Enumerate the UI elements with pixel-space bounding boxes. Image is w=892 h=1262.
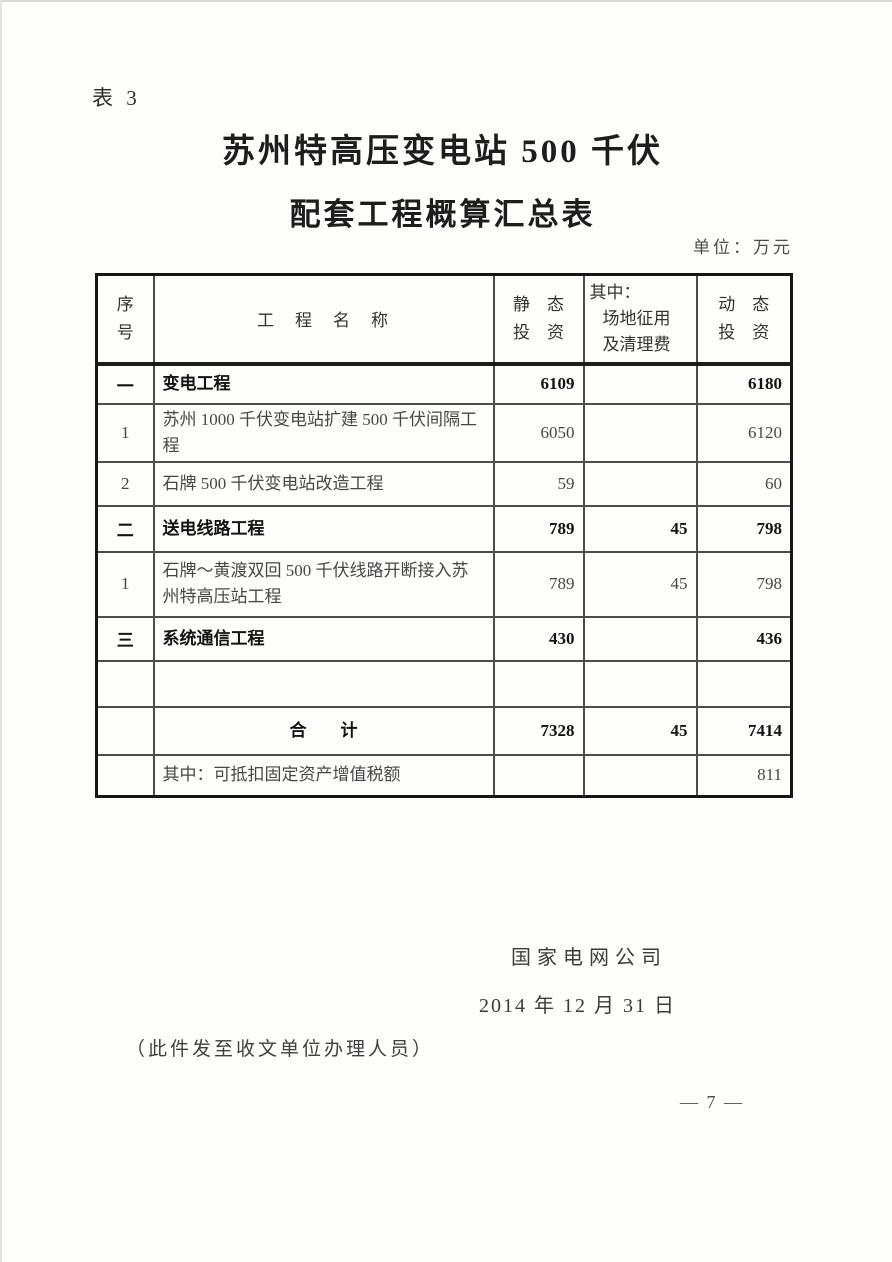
header-line: 动 态 bbox=[718, 294, 770, 314]
row-name-cell: 送电线路工程 bbox=[152, 504, 495, 553]
row-dynamic-investment-cell: 7414 bbox=[695, 705, 793, 756]
table-row: 三系统通信工程 430 436 bbox=[95, 615, 793, 662]
title-line-1: 苏州特高压变电站 500 千伏 bbox=[222, 134, 663, 170]
row-land-fee-cell bbox=[582, 362, 698, 405]
header-line: 场地征用 bbox=[602, 309, 671, 328]
header-line: 静 态 bbox=[513, 294, 564, 314]
row-dynamic-investment-cell: 798 bbox=[695, 504, 793, 553]
row-name-cell: 其中：可抵扣固定资产增值税额 bbox=[152, 753, 495, 798]
row-seq-cell: 一 bbox=[95, 362, 155, 405]
header-line: 及清理费 bbox=[602, 335, 671, 354]
row-seq-cell: 1 bbox=[95, 550, 155, 618]
row-static-investment-cell: 789 bbox=[492, 550, 585, 618]
row-land-fee-cell bbox=[582, 659, 698, 708]
header-line: 号 bbox=[116, 322, 134, 342]
table-header: 序号 工 程 名 称 静 态投 资 其中： 场地征用及清理费 动 态投 资 bbox=[95, 273, 793, 366]
document-date: 2014 年 12 月 31 日 bbox=[479, 995, 676, 1017]
header-among-cell: 其中： 场地征用及清理费 bbox=[582, 273, 698, 366]
distribution-note: （此件发至收文单位办理人员） bbox=[126, 1039, 435, 1060]
row-land-fee-cell bbox=[582, 402, 698, 463]
row-seq-cell bbox=[95, 705, 155, 756]
table-row: 1 苏州 1000 千伏变电站扩建 500 千伏间隔工程 6050 6120 bbox=[95, 402, 793, 463]
header-dynamic-cell: 动 态投 资 bbox=[695, 273, 793, 366]
row-name-cell: 苏州 1000 千伏变电站扩建 500 千伏间隔工程 bbox=[152, 402, 495, 463]
table-row bbox=[95, 659, 793, 708]
row-seq-cell: 1 bbox=[95, 402, 155, 463]
row-seq-cell: 2 bbox=[95, 460, 155, 507]
table-number-label: 表 3 bbox=[92, 86, 141, 110]
row-name-cell: 石牌 500 千伏变电站改造工程 bbox=[152, 460, 495, 507]
row-seq-cell bbox=[95, 659, 155, 708]
row-seq-cell: 三 bbox=[95, 615, 155, 662]
table-row: 其中：可抵扣固定资产增值税额 811 bbox=[95, 753, 793, 798]
row-land-fee-cell: 45 bbox=[582, 504, 698, 553]
document-title: 苏州特高压变电站 500 千伏 配套工程概算汇总表 bbox=[95, 124, 790, 234]
row-land-fee-cell: 45 bbox=[582, 705, 698, 756]
row-name-cell: 变电工程 bbox=[152, 362, 495, 405]
row-dynamic-investment-cell: 6180 bbox=[695, 362, 793, 405]
row-name-cell: 系统通信工程 bbox=[152, 615, 495, 662]
table-row: 合 计 7328 45 7414 bbox=[95, 705, 793, 756]
table-row: 二送电线路工程 789 45 798 bbox=[95, 504, 793, 553]
row-dynamic-investment-cell: 811 bbox=[695, 753, 793, 798]
row-static-investment-cell: 430 bbox=[492, 615, 585, 662]
row-dynamic-investment-cell: 6120 bbox=[695, 402, 793, 463]
row-static-investment-cell bbox=[492, 753, 585, 798]
page-number: — 7 — bbox=[680, 1092, 744, 1112]
header-seq-cell: 序号 bbox=[95, 273, 155, 366]
row-static-investment-cell: 59 bbox=[492, 460, 585, 507]
table-body: 一变电工程 6109 6180 1 苏州 1000 千伏变电站扩建 500 千伏间隔工程… bbox=[95, 362, 793, 798]
row-static-investment-cell: 6109 bbox=[492, 362, 585, 405]
row-land-fee-cell bbox=[582, 460, 698, 507]
header-line: 序 bbox=[116, 294, 134, 314]
header-static-cell: 静 态投 资 bbox=[492, 273, 585, 366]
table-row: 一变电工程 6109 6180 bbox=[95, 362, 793, 405]
row-dynamic-investment-cell: 798 bbox=[695, 550, 793, 618]
header-line: 投 资 bbox=[718, 322, 770, 342]
table-row: 2 石牌 500 千伏变电站改造工程 59 60 bbox=[95, 460, 793, 507]
title-line-2: 配套工程概算汇总表 bbox=[289, 197, 596, 232]
row-name-cell: 石牌～黄渡双回 500 千伏线路开断接入苏州特高压站工程 bbox=[152, 550, 495, 618]
row-static-investment-cell: 7328 bbox=[492, 705, 585, 756]
row-seq-cell: 二 bbox=[95, 504, 155, 553]
row-dynamic-investment-cell: 60 bbox=[695, 460, 793, 507]
header-line: 投 资 bbox=[513, 322, 564, 342]
issuer-signature: 国家电网公司 bbox=[511, 947, 667, 969]
header-line: 其中： bbox=[589, 283, 641, 302]
row-dynamic-investment-cell: 436 bbox=[695, 615, 793, 662]
row-land-fee-cell bbox=[582, 615, 698, 662]
row-land-fee-cell bbox=[582, 753, 698, 798]
header-name-cell: 工 程 名 称 bbox=[152, 273, 495, 366]
header-row: 序号 工 程 名 称 静 态投 资 其中： 场地征用及清理费 动 态投 资 bbox=[95, 273, 793, 366]
unit-note: 单位：万元 bbox=[693, 238, 793, 257]
budget-summary-table: 序号 工 程 名 称 静 态投 资 其中： 场地征用及清理费 动 态投 资 一变电… bbox=[95, 273, 793, 798]
row-name-cell: 合 计 bbox=[152, 705, 495, 756]
row-dynamic-investment-cell bbox=[695, 659, 793, 708]
row-static-investment-cell: 6050 bbox=[492, 402, 585, 463]
row-name-cell bbox=[152, 659, 495, 708]
row-static-investment-cell bbox=[492, 659, 585, 708]
table-row: 1 石牌～黄渡双回 500 千伏线路开断接入苏州特高压站工程 789 45 798 bbox=[95, 550, 793, 618]
row-static-investment-cell: 789 bbox=[492, 504, 585, 553]
row-land-fee-cell: 45 bbox=[582, 550, 698, 618]
row-seq-cell bbox=[95, 753, 155, 798]
